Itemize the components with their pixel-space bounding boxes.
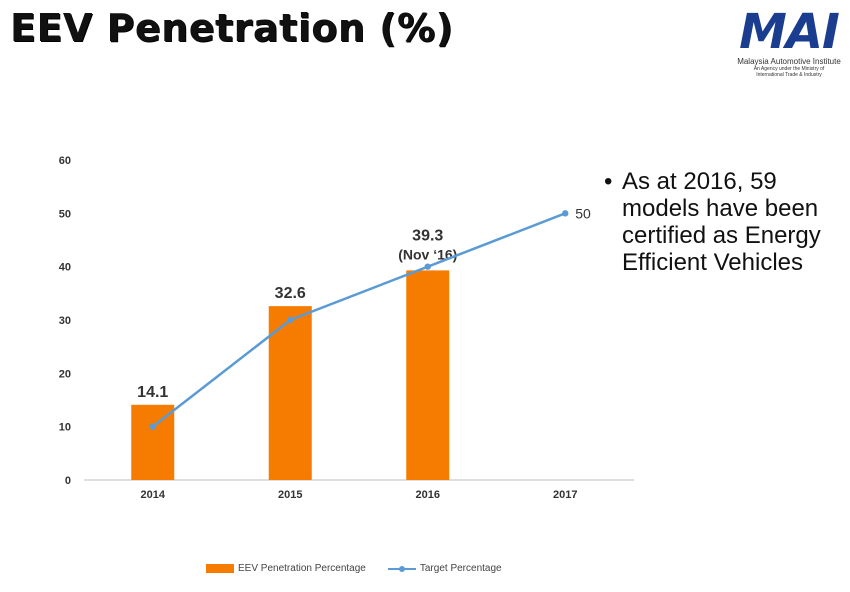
legend-label-bar: EEV Penetration Percentage xyxy=(238,563,366,574)
y-tick-label: 20 xyxy=(59,368,71,380)
logo-name: Malaysia Automotive Institute xyxy=(737,57,841,66)
x-tick-label: 2017 xyxy=(553,489,577,501)
bar-data-label: 14.1 xyxy=(137,384,168,401)
legend-swatch-line xyxy=(387,564,416,573)
target-point-2015 xyxy=(287,316,294,324)
bar-2015 xyxy=(268,306,312,480)
legend-label-line: Target Percentage xyxy=(419,563,502,574)
target-point-2014 xyxy=(149,423,156,430)
legend-item-line: Target Percentage xyxy=(387,563,502,574)
y-tick-label: 10 xyxy=(59,422,71,434)
target-data-label: 50 xyxy=(575,205,591,221)
page-title: EEV Penetration (%) xyxy=(10,6,454,50)
x-tick-label: 2014 xyxy=(141,489,166,501)
legend-item-bar: EEV Penetration Percentage xyxy=(206,563,366,574)
y-tick-label: 60 xyxy=(59,155,71,167)
bullet-dot: • xyxy=(604,168,613,195)
bullet-point: • As at 2016, 59 models have been certif… xyxy=(604,168,834,276)
legend-swatch-bar xyxy=(206,564,234,573)
chart-legend: EEV Penetration Percentage Target Percen… xyxy=(206,563,524,574)
target-line xyxy=(151,212,566,428)
bar-2014 xyxy=(131,404,175,480)
logo-subtitle-2: International Trade & Industry xyxy=(756,72,822,78)
logo-mark: MAI xyxy=(739,4,840,60)
x-tick-label: 2016 xyxy=(416,489,440,501)
y-tick-label: 50 xyxy=(59,208,71,220)
bar-data-label: 39.3 xyxy=(412,227,443,244)
y-tick-label: 40 xyxy=(59,262,71,274)
target-point-2017 xyxy=(562,210,569,217)
y-tick-label: 30 xyxy=(59,315,71,327)
bar-data-label: 32.6 xyxy=(275,285,306,302)
y-tick-label: 0 xyxy=(65,475,71,487)
x-tick-label: 2015 xyxy=(278,489,302,501)
bar-2016 xyxy=(406,270,450,480)
mai-logo: MAI Malaysia Automotive Institute An Age… xyxy=(736,8,842,78)
annotation-label: (Nov ‘16) xyxy=(398,246,457,262)
target-point-2016 xyxy=(424,263,431,270)
logo-subtitle-1: An Agency under the Ministry of xyxy=(753,66,825,72)
bullet-text: As at 2016, 59 models have been certifie… xyxy=(622,168,821,276)
